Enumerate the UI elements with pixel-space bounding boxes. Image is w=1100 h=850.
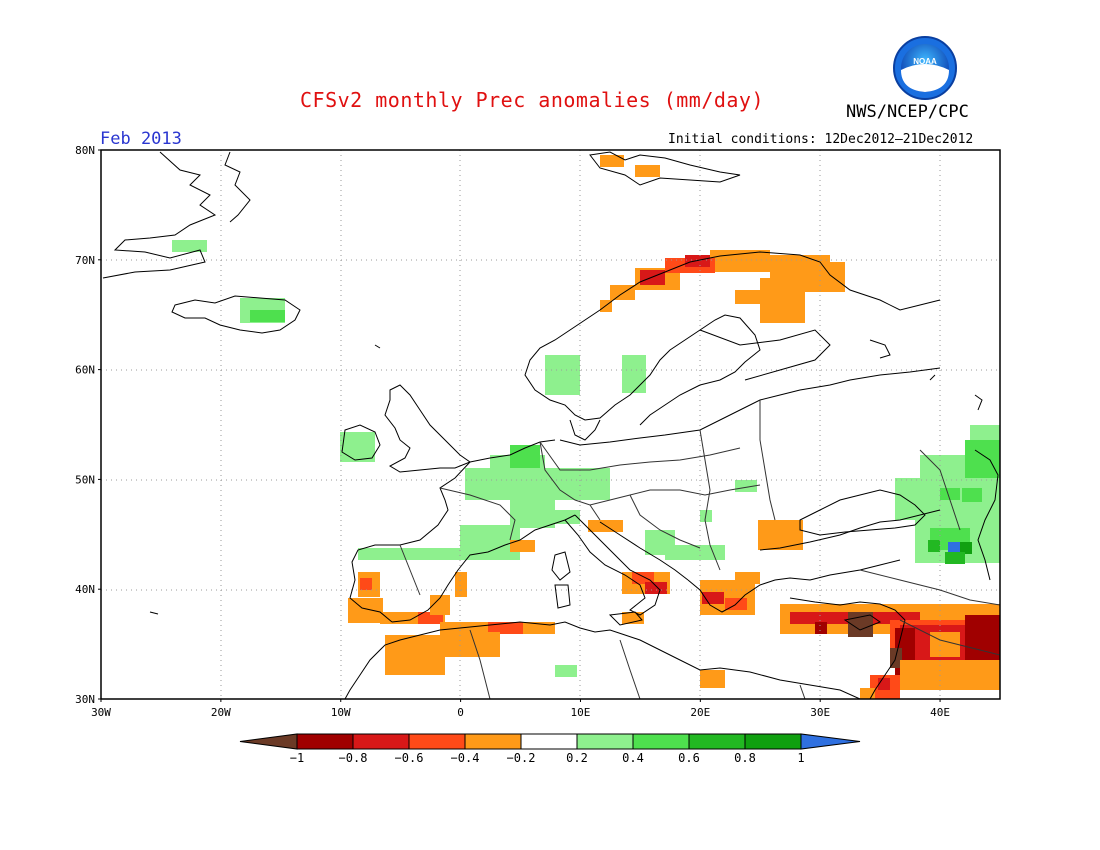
initial-conditions-label: Initial conditions: 12Dec2012—21Dec2012 [668, 132, 974, 147]
coastlines [102, 151, 1000, 699]
colorbar-swatch [576, 733, 634, 750]
latitude-labels: 80N 70N 60N 50N 40N 30N [75, 144, 101, 706]
map-frame [100, 149, 1001, 700]
agency-label: NWS/NCEP/CPC [846, 102, 969, 122]
longitude-labels: 30W 20W 10W 0 10E 20E 30E 40E [91, 699, 950, 719]
colorbar-above-triangle [800, 733, 861, 750]
lon-label: 10E [571, 706, 591, 719]
noaa-logo: NOAA [893, 36, 957, 100]
lat-label: 80N [75, 144, 95, 157]
colorbar-label: 0.4 [622, 751, 644, 765]
colorbar-swatch [520, 733, 578, 750]
colorbar-label: −0.2 [507, 751, 536, 765]
colorbar-label: −0.8 [339, 751, 368, 765]
lon-label: 30W [91, 706, 111, 719]
lat-label: 50N [75, 473, 95, 486]
lon-label: 10W [331, 706, 351, 719]
colorbar-swatch [296, 733, 354, 750]
colorbar-label: 0.8 [734, 751, 756, 765]
lat-label: 60N [75, 364, 95, 377]
lon-label: 0 [457, 706, 464, 719]
lat-label: 70N [75, 254, 95, 267]
colorbar-swatch [464, 733, 522, 750]
colorbar-label: 0.2 [566, 751, 588, 765]
colorbar-swatch [632, 733, 690, 750]
lat-label: 30N [75, 693, 95, 706]
chart-title: CFSv2 monthly Prec anomalies (mm/day) [300, 88, 765, 112]
colorbar-label: 0.6 [678, 751, 700, 765]
colorbar-swatch [408, 733, 466, 750]
lon-label: 20W [211, 706, 231, 719]
colorbar-label: −1 [290, 751, 304, 765]
lat-label: 40N [75, 583, 95, 596]
colorbar-label: −0.4 [451, 751, 480, 765]
colorbar-swatch [352, 733, 410, 750]
lon-label: 40E [930, 706, 950, 719]
colorbar-swatch [744, 733, 802, 750]
anomaly-shading [172, 155, 1000, 699]
colorbar-swatch [688, 733, 746, 750]
noaa-logo-text: NOAA [913, 57, 937, 66]
colorbar-label: −0.6 [395, 751, 424, 765]
lon-label: 30E [810, 706, 830, 719]
colorbar-label: 1 [797, 751, 804, 765]
forecast-month-label: Feb 2013 [100, 129, 182, 149]
colorbar-below-triangle [239, 733, 298, 750]
lon-label: 20E [690, 706, 710, 719]
colorbar: −1 −0.8 −0.6 −0.4 −0.2 0.2 0.4 0.6 0.8 1 [239, 733, 861, 765]
